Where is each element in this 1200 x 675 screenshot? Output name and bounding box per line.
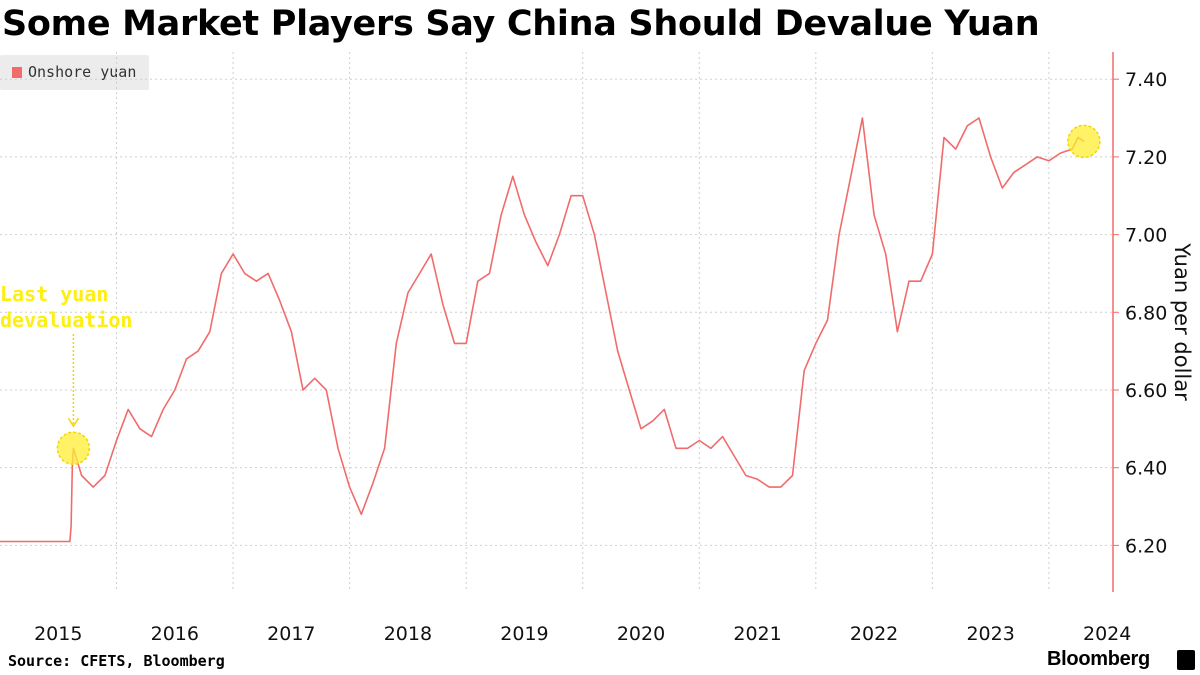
x-tick-label: 2020 [617, 623, 665, 645]
source-note: Source: CFETS, Bloomberg [8, 652, 225, 670]
bloomberg-logo: Bloomberg [1047, 648, 1150, 670]
legend-swatch [12, 67, 22, 78]
devaluation-highlight-circle [56, 431, 91, 466]
annotation-line-2: devaluation [0, 308, 133, 332]
y-tick-label: 6.40 [1125, 458, 1167, 480]
highlight-markers [56, 124, 1101, 466]
x-tick-label: 2019 [500, 623, 548, 645]
y-tick-label: 7.20 [1125, 147, 1167, 169]
x-tick-label: 2023 [966, 623, 1014, 645]
x-tick-label: 2018 [384, 623, 432, 645]
bloomberg-terminal-icon [1177, 650, 1195, 670]
x-axis: 2015 2016 2017 2018 2019 2020 2021 2022 2023 2024 [34, 623, 1131, 645]
chart-title: Some Market Players Say China Should Dev… [2, 4, 1040, 44]
devaluation-annotation: Last yuan devaluation [0, 281, 132, 333]
x-tick-label: 2022 [850, 623, 898, 645]
annotation-arrow-head [67, 417, 80, 428]
y-tick-label: 7.00 [1125, 225, 1167, 247]
legend: Onshore yuan [0, 55, 149, 90]
latest-highlight-circle [1067, 124, 1101, 159]
x-tick-label: 2015 [34, 623, 82, 645]
x-tick-label: 2017 [267, 623, 315, 645]
y-tick-label: 6.80 [1125, 302, 1167, 324]
y-tick-label: 6.60 [1125, 380, 1167, 402]
x-tick-label: 2016 [151, 623, 199, 645]
legend-label: Onshore yuan [28, 63, 137, 81]
y-tick-label: 7.40 [1125, 69, 1167, 91]
grid [0, 52, 1113, 592]
series [0, 117, 1085, 543]
x-tick-label: 2021 [733, 623, 781, 645]
annotation-line-1: Last yuan [0, 282, 109, 306]
x-tick-label: 2024 [1083, 623, 1131, 645]
onshore-yuan-line [0, 117, 1085, 543]
y-tick-label: 6.20 [1125, 535, 1167, 557]
y-axis-title: Yuan per dollar [1170, 242, 1194, 401]
y-axis: 6.20 6.40 6.60 6.80 7.00 7.20 7.40 Yuan per dol… [1112, 52, 1194, 592]
